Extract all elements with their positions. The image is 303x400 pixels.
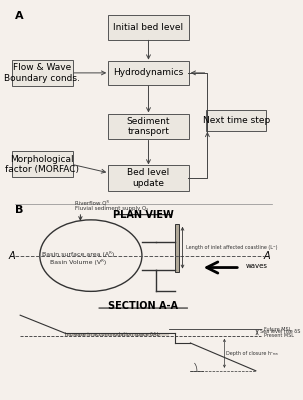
FancyBboxPatch shape bbox=[12, 60, 72, 86]
Text: SECTION A-A: SECTION A-A bbox=[108, 301, 178, 311]
Text: PLAN VIEW: PLAN VIEW bbox=[113, 210, 174, 220]
FancyBboxPatch shape bbox=[206, 110, 266, 131]
FancyBboxPatch shape bbox=[12, 151, 72, 177]
Text: Future MSL: Future MSL bbox=[264, 326, 291, 332]
Text: Next time step: Next time step bbox=[203, 116, 270, 125]
Text: Length of inlet affected coastline (Lᴵᶜ): Length of inlet affected coastline (Lᴵᶜ) bbox=[186, 245, 278, 250]
Text: Basin surface area (Aᴿ): Basin surface area (Aᴿ) bbox=[42, 251, 114, 257]
Text: Sea level rise δS: Sea level rise δS bbox=[260, 329, 300, 334]
Bar bbox=[175, 224, 179, 272]
Text: A: A bbox=[8, 251, 15, 261]
Text: Basin Volume (Vᴿ): Basin Volume (Vᴿ) bbox=[50, 259, 106, 265]
Bar bbox=[65, 333, 169, 336]
Text: Hydrodynamics: Hydrodynamics bbox=[113, 68, 184, 77]
Text: Depth of closure hᶜₘₙ: Depth of closure hᶜₘₙ bbox=[226, 351, 277, 356]
FancyBboxPatch shape bbox=[108, 15, 189, 40]
FancyBboxPatch shape bbox=[108, 60, 189, 85]
Text: Present MSL: Present MSL bbox=[264, 333, 294, 338]
Text: Increase in accommodation space δAb: Increase in accommodation space δAb bbox=[65, 332, 159, 337]
Text: Fluvial sediment supply Qₛ: Fluvial sediment supply Qₛ bbox=[75, 206, 148, 211]
FancyBboxPatch shape bbox=[108, 114, 189, 140]
Text: A: A bbox=[15, 11, 24, 21]
Text: Riverflow Qᴿ: Riverflow Qᴿ bbox=[75, 200, 109, 206]
Text: Sediment
transport: Sediment transport bbox=[127, 117, 170, 136]
Text: Bed level
update: Bed level update bbox=[127, 168, 170, 188]
Text: A: A bbox=[264, 251, 270, 261]
Text: B: B bbox=[15, 205, 23, 215]
Text: Initial bed level: Initial bed level bbox=[113, 23, 184, 32]
Text: Flow & Wave
Boundary conds.: Flow & Wave Boundary conds. bbox=[5, 63, 80, 82]
Text: waves: waves bbox=[245, 262, 267, 268]
Text: Morphological
factor (MORFAC): Morphological factor (MORFAC) bbox=[5, 154, 79, 174]
FancyBboxPatch shape bbox=[108, 165, 189, 191]
